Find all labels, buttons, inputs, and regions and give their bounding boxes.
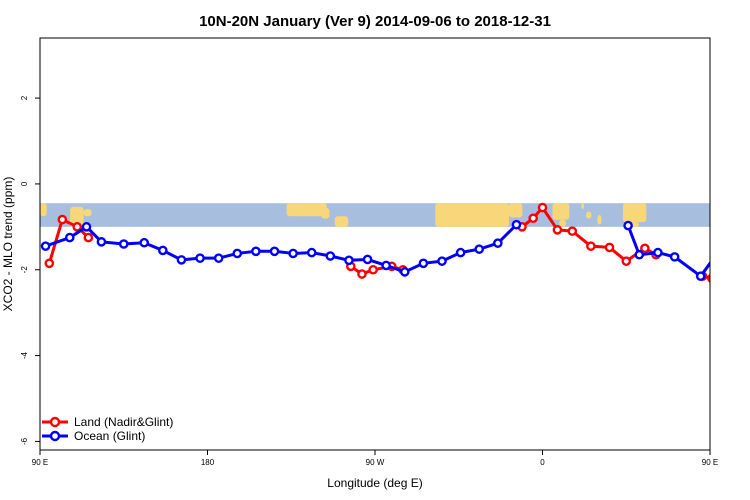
data-point-land — [357, 269, 367, 279]
x-tick-label: 0 — [540, 458, 545, 467]
data-point-land — [552, 225, 563, 235]
series-layer — [40, 202, 749, 283]
data-point-land — [57, 214, 68, 225]
y-axis-label: XCO2 - MLO trend (ppm) — [1, 177, 15, 312]
data-point-ocean — [399, 267, 410, 277]
data-point-ocean — [64, 232, 75, 243]
data-point-land — [604, 242, 615, 253]
map-land — [83, 209, 92, 217]
map-land — [334, 216, 349, 227]
series-line-ocean — [626, 225, 710, 278]
data-point-ocean — [653, 247, 663, 258]
data-point-ocean — [251, 246, 261, 257]
series-line-ocean — [45, 223, 518, 274]
data-point-land — [83, 232, 94, 243]
x-tick-label: 90 W — [366, 458, 385, 467]
data-point-ocean — [81, 222, 92, 232]
map-land — [559, 219, 566, 227]
data-point-ocean — [716, 247, 723, 254]
data-point-ocean — [96, 237, 107, 247]
y-tick-label: -6 — [20, 437, 29, 445]
data-point-land — [640, 243, 650, 254]
x-tick-label: 90 E — [32, 458, 48, 467]
legend-entry-land: Land (Nadir&Glint) — [42, 415, 173, 429]
data-point-ocean — [734, 242, 741, 249]
x-tick-label: 180 — [201, 458, 215, 467]
data-point-ocean — [344, 255, 354, 266]
map-land — [622, 203, 647, 223]
map-land — [586, 211, 592, 219]
data-point-ocean — [623, 220, 633, 231]
data-point-ocean — [669, 252, 680, 262]
data-point-ocean — [455, 247, 466, 258]
data-point-land — [537, 202, 548, 213]
data-point-ocean — [40, 241, 51, 251]
data-point-ocean — [288, 248, 298, 259]
data-point-ocean — [176, 255, 187, 265]
map-land — [40, 203, 47, 217]
data-point-ocean — [306, 247, 317, 258]
data-point-ocean — [418, 258, 429, 269]
plot-area — [40, 202, 749, 283]
data-point-land — [72, 222, 83, 232]
data-point-land — [742, 261, 749, 268]
chart-title: 10N-20N January (Ver 9) 2014-09-06 to 20… — [199, 13, 551, 30]
y-tick-label: -4 — [20, 351, 29, 359]
data-point-ocean — [474, 244, 485, 254]
data-point-ocean — [437, 256, 447, 266]
data-point-ocean — [232, 248, 243, 259]
map-land — [630, 222, 639, 227]
legend-marker-ocean — [49, 430, 61, 442]
data-point-land — [528, 213, 538, 224]
legend: Land (Nadir&Glint) Ocean (Glint) — [42, 415, 173, 443]
data-point-land — [586, 241, 596, 251]
map-land — [597, 215, 602, 225]
data-point-ocean — [195, 253, 205, 263]
legend-marker-land — [49, 416, 61, 428]
data-point-ocean — [493, 238, 503, 248]
data-point-ocean — [695, 271, 706, 281]
data-point-land — [368, 264, 378, 275]
y-tick-label: -2 — [20, 266, 29, 274]
map-land — [435, 203, 509, 227]
map-land — [581, 203, 585, 210]
legend-label-land: Land (Nadir&Glint) — [74, 415, 173, 429]
y-tick-label: 0 — [20, 181, 29, 186]
data-point-ocean — [362, 254, 373, 265]
legend-label-ocean: Ocean (Glint) — [74, 429, 145, 443]
world-map-band — [40, 203, 710, 227]
data-point-ocean — [634, 249, 645, 260]
x-axis-label: Longitude (deg E) — [327, 476, 422, 490]
x-tick-label: 90 E — [702, 458, 718, 467]
map-land — [321, 207, 330, 219]
data-point-ocean — [118, 239, 129, 249]
data-point-land — [567, 226, 578, 236]
data-point-land — [621, 256, 632, 266]
data-point-ocean — [511, 219, 522, 230]
data-point-ocean — [269, 246, 280, 257]
map-land — [552, 203, 570, 220]
map-land — [70, 206, 84, 227]
data-point-land — [44, 258, 55, 269]
map-ocean — [40, 203, 710, 227]
map-land — [509, 203, 523, 218]
y-axis: -6 -4 -2 0 2 — [20, 95, 40, 445]
data-point-ocean — [381, 260, 391, 271]
data-point-land — [723, 261, 730, 268]
data-point-land — [707, 273, 710, 283]
y-tick-label: 2 — [20, 95, 29, 100]
map-land — [286, 203, 327, 217]
data-point-ocean — [325, 251, 336, 261]
data-point-ocean — [139, 237, 150, 248]
data-point-ocean — [158, 245, 168, 256]
legend-entry-ocean: Ocean (Glint) — [42, 429, 145, 443]
data-point-ocean — [213, 253, 224, 263]
